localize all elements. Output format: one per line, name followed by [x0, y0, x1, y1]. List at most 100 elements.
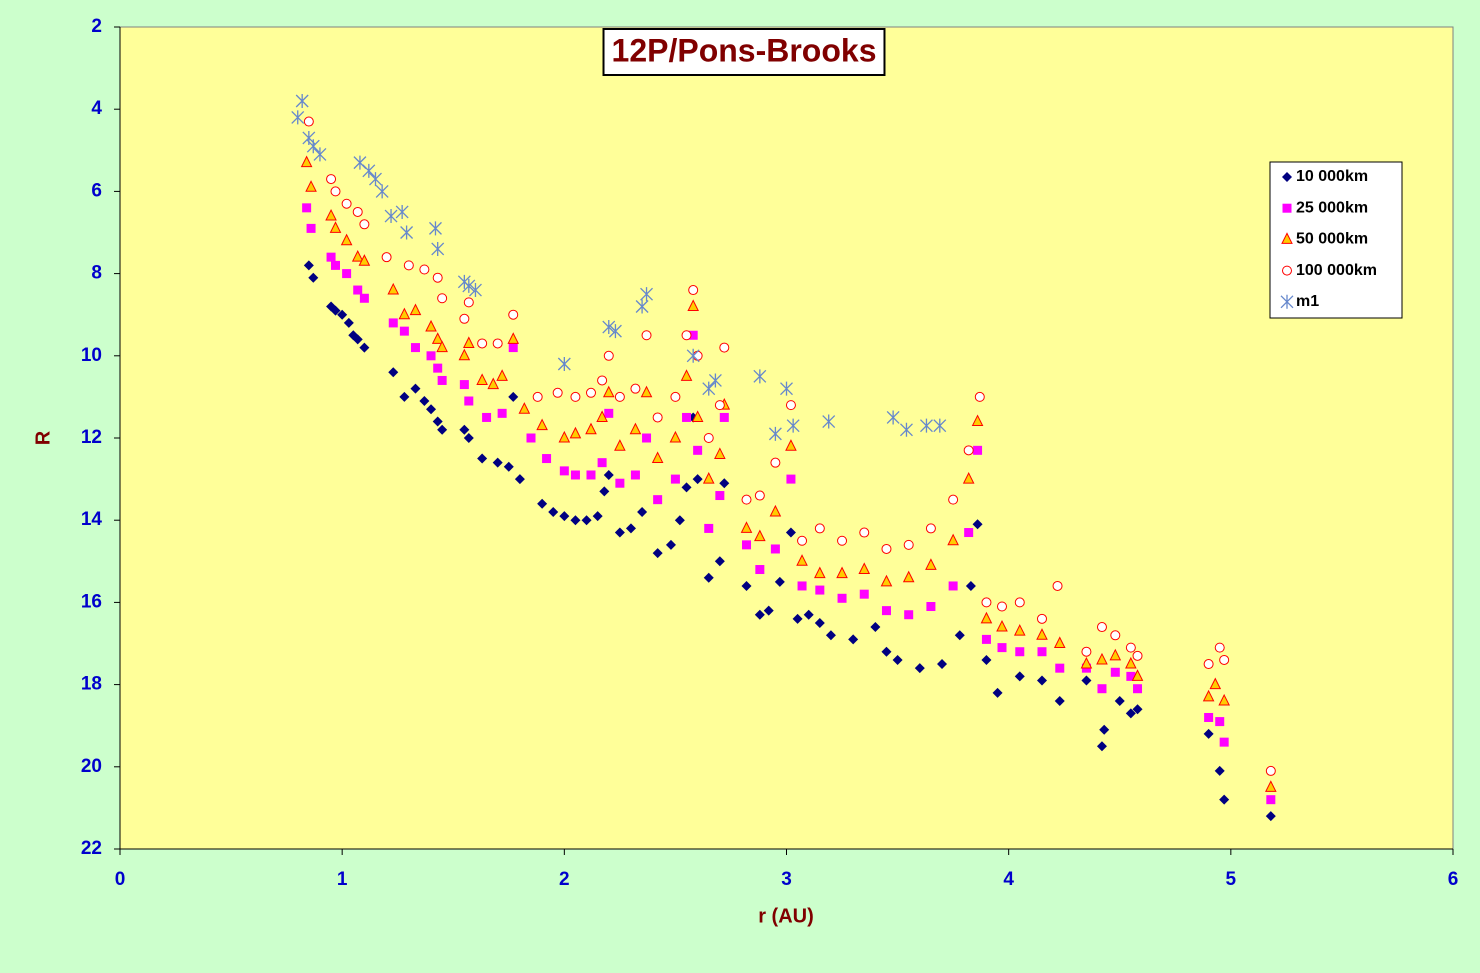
point: [981, 654, 992, 665]
point: [1131, 669, 1144, 681]
point: [920, 418, 933, 433]
point: [1015, 647, 1025, 657]
point: [585, 387, 596, 398]
point: [592, 511, 603, 522]
point: [342, 269, 352, 279]
point: [815, 585, 825, 595]
point: [432, 272, 443, 283]
point: [963, 445, 974, 456]
point: [602, 385, 615, 398]
point: [674, 515, 685, 526]
point: [742, 540, 752, 550]
point: [753, 369, 767, 384]
point: [837, 593, 847, 603]
plot-area: [119, 26, 1454, 850]
point: [381, 252, 392, 263]
x-axis-label: r (AU): [758, 905, 814, 927]
point: [792, 613, 803, 624]
point: [1110, 630, 1121, 641]
point: [542, 454, 552, 464]
legend-label: m1: [1296, 293, 1319, 310]
point: [436, 340, 448, 353]
point: [403, 260, 414, 271]
point: [419, 396, 430, 407]
point: [1054, 696, 1065, 707]
point: [903, 539, 914, 550]
y-tick-label: 12: [81, 427, 102, 448]
legend-label: 100 000km: [1296, 262, 1377, 279]
point: [933, 418, 947, 433]
point: [682, 412, 692, 422]
point: [569, 426, 582, 439]
points: [291, 93, 1277, 822]
point: [459, 380, 469, 390]
point: [352, 206, 363, 217]
chart-title: 12P/Pons-Brooks: [612, 32, 877, 68]
point: [1014, 597, 1025, 608]
point: [1133, 684, 1143, 694]
point: [343, 317, 354, 328]
point: [774, 576, 785, 587]
point: [1203, 659, 1214, 670]
point: [904, 610, 914, 620]
point: [302, 203, 312, 213]
legend-label: 25 000km: [1296, 199, 1368, 216]
point: [962, 471, 975, 484]
point: [670, 474, 680, 484]
point: [1126, 671, 1136, 681]
point: [926, 602, 936, 612]
x-tick-label: 0: [115, 869, 126, 890]
point: [295, 93, 309, 108]
point: [1280, 294, 1294, 309]
point: [964, 528, 974, 538]
point: [469, 283, 482, 298]
point: [603, 469, 614, 480]
point: [641, 330, 652, 341]
point: [596, 410, 608, 422]
point: [814, 566, 826, 579]
point: [614, 391, 625, 402]
point: [754, 490, 765, 501]
point: [797, 535, 808, 546]
point: [508, 391, 519, 402]
point: [496, 369, 508, 381]
point: [803, 609, 814, 620]
point: [769, 504, 782, 517]
point: [1265, 765, 1276, 776]
point: [1053, 636, 1066, 648]
point: [1081, 646, 1092, 657]
point: [325, 208, 337, 221]
point: [431, 332, 444, 344]
point: [492, 338, 503, 349]
point: [603, 350, 614, 361]
legend-label: 50 000km: [1296, 231, 1368, 248]
y-tick-label: 8: [91, 263, 102, 284]
point: [702, 381, 716, 396]
point: [653, 495, 663, 505]
point: [326, 252, 336, 262]
point: [703, 433, 714, 443]
point: [741, 580, 752, 591]
point: [462, 336, 475, 348]
point: [1219, 737, 1229, 747]
point: [954, 630, 965, 641]
point: [1096, 652, 1108, 665]
point: [351, 250, 364, 262]
point: [687, 299, 699, 311]
point: [306, 139, 320, 154]
point: [708, 373, 722, 388]
point: [1132, 650, 1143, 661]
point: [719, 478, 730, 489]
point: [508, 309, 519, 320]
point: [602, 320, 616, 335]
point: [518, 402, 531, 414]
point: [1014, 671, 1025, 682]
point: [464, 396, 474, 406]
point: [369, 172, 382, 187]
point: [431, 241, 445, 256]
point: [306, 223, 316, 233]
point: [937, 659, 948, 670]
point: [691, 410, 704, 422]
point: [1209, 677, 1222, 690]
y-tick-label: 22: [81, 838, 102, 859]
